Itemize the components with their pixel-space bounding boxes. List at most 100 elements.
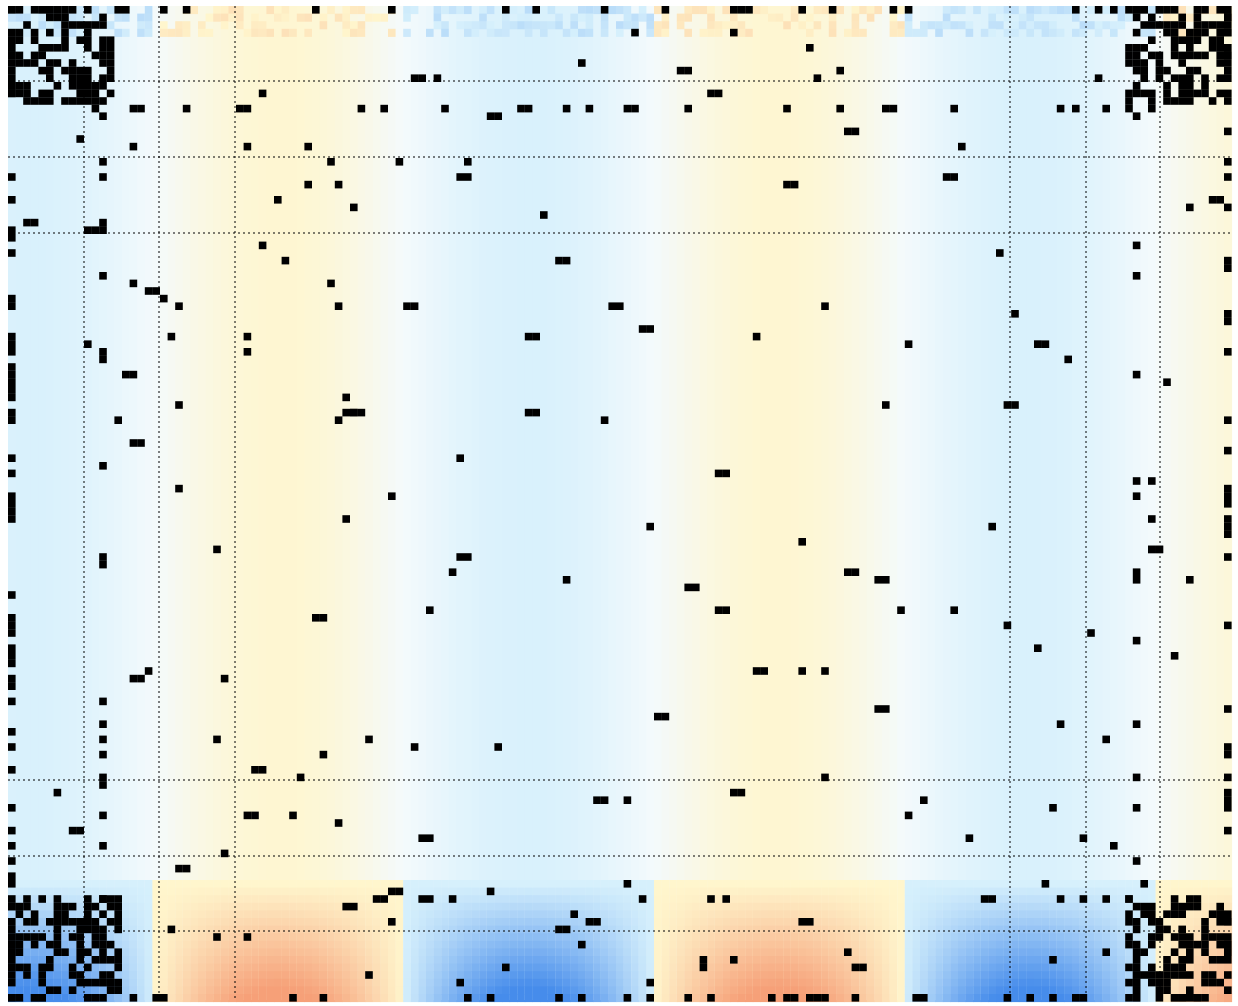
cell xyxy=(897,940,906,949)
cell xyxy=(129,880,138,889)
cell xyxy=(821,971,830,980)
cell xyxy=(342,895,351,904)
cell xyxy=(806,887,815,896)
masked-cell xyxy=(1110,6,1118,14)
masked-cell xyxy=(1224,264,1232,272)
column xyxy=(99,6,108,1000)
cell xyxy=(752,925,761,934)
masked-cell xyxy=(646,978,654,987)
cell xyxy=(1201,902,1210,911)
cell xyxy=(448,978,457,987)
cell xyxy=(1011,963,1020,972)
cell xyxy=(1186,887,1195,896)
cell xyxy=(821,918,830,927)
masked-cell xyxy=(410,74,419,82)
cell xyxy=(220,887,229,896)
column xyxy=(365,6,374,1000)
cell xyxy=(737,986,746,995)
masked-cell xyxy=(144,287,153,295)
cell xyxy=(372,887,381,896)
masked-cell xyxy=(99,158,107,166)
cell xyxy=(15,978,24,987)
cell xyxy=(160,21,169,30)
cell xyxy=(950,880,959,889)
cell xyxy=(669,971,678,980)
cell xyxy=(965,902,974,911)
masked-cell xyxy=(714,89,723,98)
masked-cell xyxy=(91,21,100,29)
cell xyxy=(266,948,275,957)
cell xyxy=(266,963,275,972)
cell xyxy=(1140,956,1149,965)
cell xyxy=(76,6,85,15)
cell xyxy=(1056,986,1065,995)
cell xyxy=(350,940,359,949)
cell xyxy=(600,13,609,22)
cell xyxy=(418,978,427,987)
masked-cell xyxy=(1125,963,1133,972)
cell xyxy=(593,978,602,987)
cell xyxy=(927,925,936,934)
cell xyxy=(851,986,860,995)
column xyxy=(1216,6,1225,1000)
masked-cell xyxy=(61,28,69,37)
cell xyxy=(289,28,298,37)
masked-cell xyxy=(1216,44,1224,52)
cell xyxy=(190,956,199,965)
cell xyxy=(471,956,480,965)
cell xyxy=(441,971,450,980)
cell xyxy=(958,963,967,972)
masked-cell xyxy=(578,940,586,949)
masked-cell xyxy=(798,667,806,675)
cell xyxy=(175,910,184,919)
cell xyxy=(661,971,670,980)
cell xyxy=(464,902,473,911)
cell xyxy=(585,933,594,942)
cell xyxy=(737,28,746,37)
cell xyxy=(1148,6,1157,15)
cell xyxy=(722,940,731,949)
cell xyxy=(882,880,891,889)
cell xyxy=(266,895,275,904)
masked-cell xyxy=(524,408,533,417)
masked-cell xyxy=(99,956,107,964)
masked-cell xyxy=(1201,6,1209,14)
cell xyxy=(274,971,283,980)
masked-cell xyxy=(821,773,829,782)
masked-cell xyxy=(91,89,100,98)
masked-cell xyxy=(8,743,16,751)
cell xyxy=(38,986,47,995)
cell xyxy=(357,887,366,896)
cell xyxy=(1034,978,1043,987)
column xyxy=(684,6,693,1000)
cell xyxy=(676,971,685,980)
masked-cell xyxy=(30,51,39,60)
cell xyxy=(1208,994,1217,1003)
cell xyxy=(99,963,108,972)
cell xyxy=(274,948,283,957)
cell xyxy=(426,887,435,896)
cell xyxy=(372,956,381,965)
cell xyxy=(1079,902,1088,911)
cell xyxy=(334,971,343,980)
cell xyxy=(828,978,837,987)
cell xyxy=(312,910,321,919)
masked-cell xyxy=(76,21,84,29)
cell xyxy=(38,887,47,896)
masked-cell xyxy=(99,910,107,918)
cell xyxy=(897,887,906,896)
masked-cell xyxy=(1170,652,1179,660)
cell xyxy=(616,971,625,980)
cell xyxy=(1041,940,1050,949)
cell xyxy=(441,895,450,904)
cell xyxy=(935,880,944,889)
cell xyxy=(935,978,944,987)
cell xyxy=(638,948,647,957)
cell xyxy=(578,986,587,995)
masked-cell xyxy=(8,6,16,14)
masked-cell xyxy=(1087,629,1095,637)
cell xyxy=(707,940,716,949)
cell xyxy=(471,895,480,904)
masked-cell xyxy=(859,963,867,972)
masked-cell xyxy=(1193,940,1202,949)
